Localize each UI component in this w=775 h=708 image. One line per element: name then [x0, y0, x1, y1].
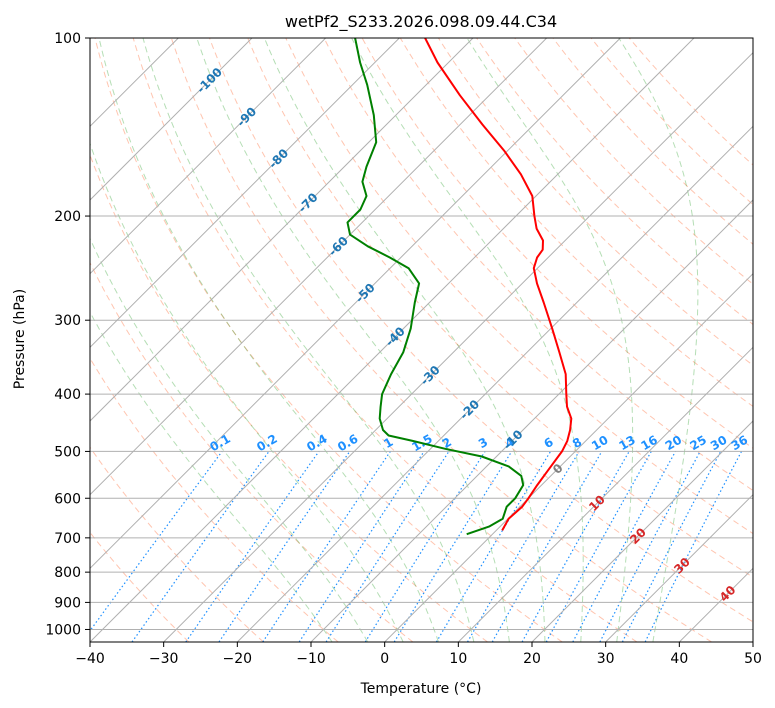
dry-adiabat-line: [209, 38, 753, 623]
mixing-ratio-label: 20: [663, 433, 684, 453]
moist-adiabat-line: [196, 38, 510, 642]
isotherm-gridline: [236, 125, 753, 642]
mixing-ratio-label: 6: [541, 435, 555, 451]
dry-adiabat-line: [590, 38, 753, 206]
dewpoint-profile-line: [346, 38, 525, 536]
plot-frame: [89, 37, 754, 643]
isotherm-gridline: [752, 641, 753, 642]
mixing-ratio-line: [90, 451, 223, 632]
y-tick-label: 100: [54, 31, 81, 47]
mixing-ratio-line: [298, 451, 425, 642]
dry-adiabat-line: [90, 531, 190, 642]
mixing-ratio-line: [262, 451, 391, 642]
mixing-ratio-line: [364, 451, 486, 642]
moist-adiabat-line: [90, 142, 404, 642]
y-tick-label: 1000: [45, 622, 81, 638]
x-tick-label: −10: [296, 651, 326, 667]
x-tick-label: 50: [744, 651, 762, 667]
dry-adiabat-line: [514, 38, 753, 285]
mixing-ratio-label: 8: [570, 435, 584, 451]
mixing-ratio-label: 3: [476, 435, 490, 451]
mixing-ratio-line: [325, 451, 450, 642]
x-tick-label: 10: [449, 651, 467, 667]
y-axis-label: Pressure (hPa): [12, 289, 28, 389]
isotherm-gridline: [605, 493, 753, 642]
dry-adiabat-line: [94, 38, 563, 642]
dry-adiabat-line: [90, 357, 339, 642]
mixing-ratio-label: 16: [639, 433, 660, 453]
plot-clipped: 0.1 0.2 0.4 0.6 1 1.5 2 3 4 6 8 10 13 16 20 25 30 36-100-…: [90, 38, 753, 642]
moist-adiabat-line: [618, 38, 699, 642]
dry-adiabat-line: [90, 446, 264, 642]
isotherm-gridline: [90, 38, 548, 496]
chart-title: wetPf2_S233.2026.098.09.44.C34: [285, 12, 557, 32]
isotherm-gridline: [531, 420, 753, 642]
dry-adiabat-line: [132, 38, 638, 642]
temperature-profile-line: [424, 38, 573, 531]
isotherm-gridline: [90, 38, 695, 642]
plot-area: 0.1 0.2 0.4 0.6 1 1.5 2 3 4 6 8 10 13 16 20 25 30 36-100-…: [45, 31, 762, 667]
y-tick-label: 300: [54, 313, 81, 329]
isotherm-gridline: [90, 38, 474, 422]
dry-adiabat-line: [399, 38, 753, 408]
isotherm-gridline: [310, 199, 753, 642]
mixing-ratio-label: 30: [708, 433, 729, 453]
mixing-ratio-label: 13: [616, 433, 637, 453]
isotherm-gridline: [90, 38, 253, 201]
y-tick-label: 200: [54, 209, 81, 225]
x-tick-label: 40: [670, 651, 688, 667]
moist-adiabat-line: [90, 311, 333, 642]
y-tick-label: 900: [54, 595, 81, 611]
x-tick-label: −40: [75, 651, 105, 667]
isotherm-gridline: [457, 346, 753, 642]
mixing-ratio-line: [644, 451, 743, 642]
mixing-ratio-label: 25: [687, 433, 708, 453]
y-tick-label: 800: [54, 565, 81, 581]
moist-adiabat-line: [142, 38, 475, 642]
dry-adiabat-line: [476, 38, 753, 326]
dry-adiabat-line: [552, 38, 753, 245]
mixing-ratio-label: 0.1: [207, 432, 232, 455]
mixing-ratio-line: [218, 451, 351, 642]
isotherm-gridline: [90, 38, 327, 275]
x-tick-label: 30: [597, 651, 615, 667]
mixing-ratio-line: [521, 451, 630, 642]
mixing-ratio-label: 10: [589, 433, 610, 453]
moist-adiabat-line: [90, 237, 369, 642]
dry-adiabat-line: [90, 153, 488, 642]
dry-adiabat-line: [90, 261, 414, 642]
dry-adiabat-line: [628, 38, 753, 166]
x-tick-label: −30: [149, 651, 179, 667]
x-tick-label: −20: [223, 651, 253, 667]
mixing-ratio-line: [572, 451, 677, 642]
x-axis-label: Temperature (°C): [360, 681, 482, 697]
moist-adiabat-line: [98, 38, 439, 642]
y-tick-label: 400: [54, 387, 81, 403]
mixing-ratio-line: [599, 451, 701, 642]
x-tick-label: 0: [380, 651, 389, 667]
isotherm-gridline: [90, 38, 400, 349]
x-tick-label: 20: [523, 651, 541, 667]
mixing-ratio-line: [435, 451, 552, 642]
moist-adiabat-line: [263, 38, 546, 642]
dry-adiabat-line: [247, 38, 753, 578]
y-tick-label: 500: [54, 444, 81, 460]
mixing-ratio-label: 36: [729, 433, 750, 453]
mixing-ratio-line: [393, 451, 513, 642]
dry-adiabat-line: [170, 38, 712, 642]
moist-adiabat-line: [351, 38, 584, 642]
isotherm-gridline: [678, 567, 753, 642]
isotherm-gridline: [90, 38, 621, 570]
mixing-ratio-line: [185, 451, 320, 642]
mixing-ratio-line: [545, 451, 652, 642]
isotherm-gridline: [384, 272, 753, 642]
isotherm-gridline: [163, 51, 753, 642]
dry-adiabat-line: [323, 38, 753, 492]
y-tick-label: 600: [54, 491, 81, 507]
dry-adiabat-line: [437, 38, 753, 366]
y-tick-label: 700: [54, 531, 81, 547]
mixing-ratio-line: [621, 451, 722, 642]
